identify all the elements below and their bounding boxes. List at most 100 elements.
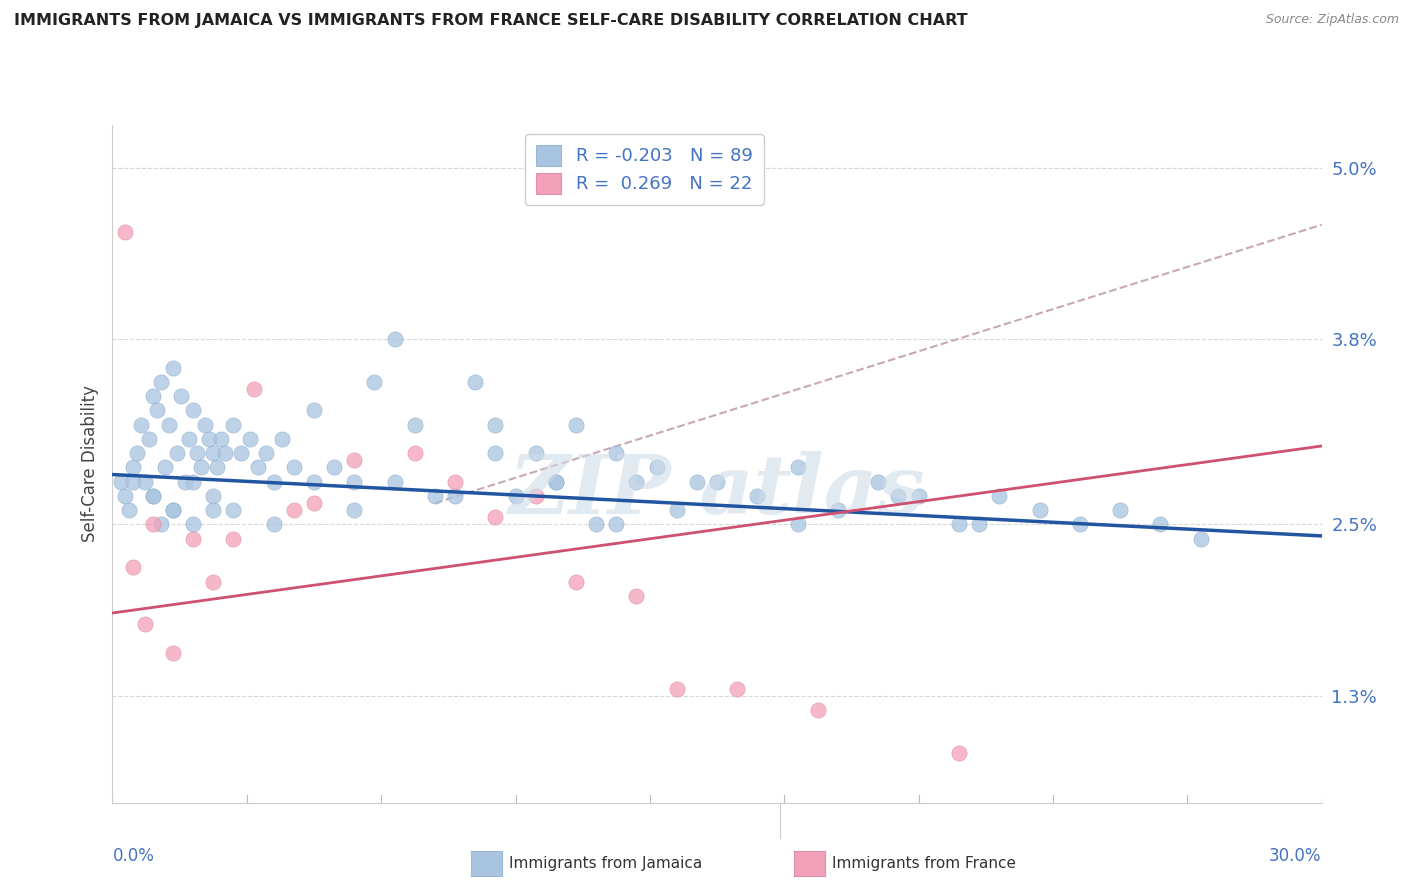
Point [153, 460, 176, 475]
Point [988, 489, 1011, 503]
Point [626, 589, 648, 603]
Point [807, 703, 830, 717]
Point [423, 489, 446, 503]
Point [162, 646, 184, 660]
Point [202, 503, 225, 517]
Point [1189, 532, 1212, 546]
Point [363, 375, 385, 389]
Point [524, 489, 547, 503]
Point [149, 375, 172, 389]
Point [142, 517, 165, 532]
Point [384, 332, 406, 346]
Point [270, 432, 292, 446]
Point [222, 503, 245, 517]
Point [121, 475, 143, 489]
Point [665, 681, 688, 696]
Point [134, 475, 156, 489]
Point [343, 475, 366, 489]
Point [198, 432, 221, 446]
Point [142, 389, 165, 403]
Point [1149, 517, 1171, 532]
Point [207, 460, 229, 475]
Point [142, 489, 165, 503]
Point [114, 489, 136, 503]
Point [129, 417, 152, 432]
Point [464, 375, 486, 389]
Point [827, 503, 849, 517]
Point [948, 746, 970, 760]
Point [544, 475, 567, 489]
Text: 30.0%: 30.0% [1270, 847, 1322, 865]
Point [565, 574, 588, 589]
Point [162, 503, 184, 517]
Point [384, 475, 406, 489]
Point [190, 460, 212, 475]
Point [177, 432, 200, 446]
Point [170, 389, 193, 403]
Point [645, 460, 668, 475]
Point [544, 475, 567, 489]
Point [110, 475, 132, 489]
Point [162, 503, 184, 517]
Point [186, 446, 208, 460]
Point [706, 475, 728, 489]
Point [302, 475, 325, 489]
Point [626, 475, 648, 489]
Text: IMMIGRANTS FROM JAMAICA VS IMMIGRANTS FROM FRANCE SELF-CARE DISABILITY CORRELATI: IMMIGRANTS FROM JAMAICA VS IMMIGRANTS FR… [14, 13, 967, 29]
Point [444, 489, 467, 503]
Point [242, 382, 264, 396]
Point [605, 446, 627, 460]
Text: 0.0%: 0.0% [112, 847, 155, 865]
Point [565, 417, 588, 432]
Point [214, 446, 236, 460]
Point [202, 574, 225, 589]
Point [117, 503, 139, 517]
Point [887, 489, 910, 503]
Point [202, 446, 225, 460]
Point [231, 446, 253, 460]
Point [181, 532, 204, 546]
Text: Source: ZipAtlas.com: Source: ZipAtlas.com [1265, 13, 1399, 27]
Point [209, 432, 232, 446]
Text: Immigrants from Jamaica: Immigrants from Jamaica [509, 856, 702, 871]
Point [484, 510, 506, 524]
Point [125, 446, 148, 460]
Point [254, 446, 277, 460]
Point [302, 403, 325, 417]
Point [121, 460, 143, 475]
Point [157, 417, 180, 432]
Y-axis label: Self-Care Disability: Self-Care Disability [80, 385, 98, 542]
Point [343, 453, 366, 467]
Text: Immigrants from France: Immigrants from France [832, 856, 1017, 871]
Point [605, 517, 627, 532]
Point [747, 489, 769, 503]
Point [142, 489, 165, 503]
Legend: R = -0.203   N = 89, R =  0.269   N = 22: R = -0.203 N = 89, R = 0.269 N = 22 [526, 134, 763, 204]
Point [404, 446, 426, 460]
Point [343, 503, 366, 517]
Point [404, 417, 426, 432]
Point [1069, 517, 1091, 532]
Point [114, 225, 136, 239]
Point [1109, 503, 1132, 517]
Point [283, 460, 305, 475]
Point [725, 681, 748, 696]
Point [283, 503, 305, 517]
Point [121, 560, 143, 574]
Point [134, 617, 156, 632]
Point [1028, 503, 1050, 517]
Point [238, 432, 260, 446]
Point [786, 460, 808, 475]
Point [202, 489, 225, 503]
Point [174, 475, 197, 489]
Point [194, 417, 217, 432]
Point [149, 517, 172, 532]
Point [484, 417, 506, 432]
Point [181, 475, 204, 489]
Point [302, 496, 325, 510]
Point [166, 446, 188, 460]
Point [146, 403, 169, 417]
Point [948, 517, 970, 532]
Point [323, 460, 346, 475]
Point [967, 517, 990, 532]
